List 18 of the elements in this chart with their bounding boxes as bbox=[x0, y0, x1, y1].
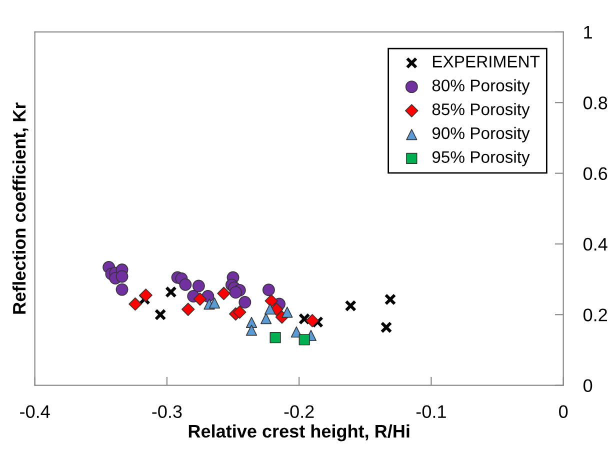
x-axis-title: Relative crest height, R/Hi bbox=[188, 424, 410, 442]
x-tick-label: 0 bbox=[559, 405, 568, 418]
y-tick-label: 0.2 bbox=[583, 308, 607, 322]
y-tick-label: 1 bbox=[584, 26, 592, 38]
x-tick-label: -0.2 bbox=[284, 405, 314, 418]
y-tick-label: 0.8 bbox=[583, 96, 608, 110]
legend-label: 85% Porosity bbox=[432, 102, 530, 119]
x-tick-label: -0.1 bbox=[416, 405, 446, 418]
legend-label: EXPERIMENT bbox=[433, 56, 540, 68]
legend-label: 95% Porosity bbox=[432, 150, 530, 166]
y-tick-label: 0.4 bbox=[583, 238, 608, 251]
legend-label: 80% Porosity bbox=[432, 79, 530, 95]
x-tick-label: -0.3 bbox=[152, 405, 182, 418]
y-tick-label: 0.6 bbox=[583, 167, 608, 180]
y-axis-title: Reflection coefficient, Kr bbox=[12, 102, 28, 314]
x-tick-label: -0.4 bbox=[20, 405, 50, 418]
y-tick-label: 0 bbox=[583, 379, 592, 392]
legend-label: 90% Porosity bbox=[432, 126, 530, 142]
